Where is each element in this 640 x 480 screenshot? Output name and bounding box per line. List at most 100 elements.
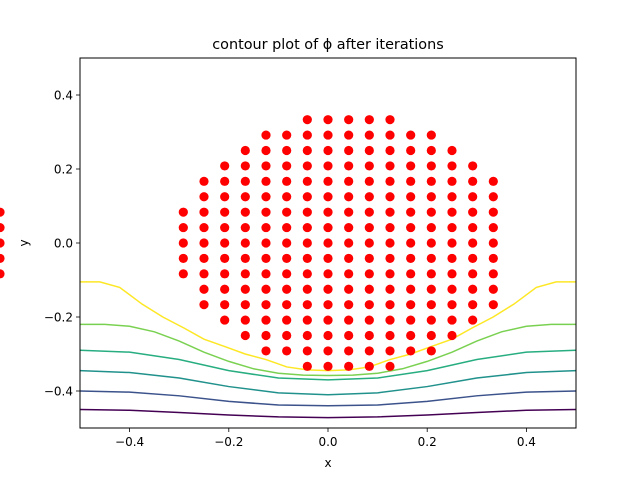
scatter-point [199,238,209,248]
scatter-point [199,284,209,294]
scatter-point [282,300,292,310]
scatter-point [282,269,292,279]
scatter-point [364,222,374,233]
scatter-point [406,161,416,171]
scatter-point [240,192,250,202]
scatter-point [282,238,292,248]
scatter-point [261,176,271,186]
scatter-point [323,192,333,202]
scatter-point [220,300,230,310]
scatter-point [426,330,436,341]
scatter-point [426,222,436,233]
scatter-point [302,315,312,325]
scatter-point [468,238,478,248]
scatter-point [323,300,333,310]
scatter-point [385,222,395,233]
scatter-point [0,269,5,279]
scatter-point [447,330,457,341]
scatter-point [447,192,457,202]
scatter-point [199,207,209,217]
scatter-point [282,130,292,140]
scatter-point [385,130,395,140]
scatter-point [426,192,436,202]
scatter-point [406,269,416,279]
y-axis-ticks: −0.4 −0.2 0.0 0.2 0.4 [44,89,80,399]
scatter-point [447,253,457,264]
scatter-point [385,192,395,202]
scatter-point [344,222,354,233]
scatter-point [302,238,312,248]
contour-line-5 [80,323,576,377]
scatter-point [323,222,333,233]
scatter-point [488,238,498,248]
scatter-point [385,115,395,125]
scatter-point [385,330,395,341]
scatter-point [261,161,271,171]
scatter-point [447,269,457,279]
scatter-point [282,145,292,156]
scatter-point [488,300,498,310]
scatter-point [406,330,416,341]
scatter-point [0,222,5,233]
scatter-point [261,145,271,156]
scatter-point [426,238,436,248]
scatter-point [323,176,333,186]
scatter-point [240,161,250,171]
scatter-point [364,300,374,310]
scatter-point [0,238,5,248]
chart-title: contour plot of ϕ after iterations [212,37,443,53]
scatter-point [364,315,374,325]
scatter-points [0,115,498,371]
scatter-point [344,115,354,125]
scatter-point [406,207,416,217]
scatter-point [406,145,416,156]
scatter-point [282,222,292,233]
x-tick-label: 0.2 [418,435,437,449]
scatter-point [240,269,250,279]
scatter-point [261,130,271,140]
scatter-point [323,269,333,279]
scatter-point [385,207,395,217]
scatter-point [447,238,457,248]
scatter-point [261,238,271,248]
scatter-point [240,207,250,217]
scatter-point [220,161,230,171]
x-tick-label: 0.4 [517,435,536,449]
scatter-point [426,300,436,310]
scatter-point [426,161,436,171]
scatter-point [199,222,209,233]
scatter-point [468,253,478,264]
scatter-point [426,145,436,156]
scatter-point [282,207,292,217]
scatter-point [199,192,209,202]
scatter-point [385,300,395,310]
scatter-point [302,346,312,356]
scatter-point [323,130,333,140]
scatter-point [406,284,416,294]
scatter-point [385,361,395,371]
x-axis-ticks: −0.4 −0.2 0.0 0.2 0.4 [115,428,536,449]
scatter-point [178,269,188,279]
scatter-point [302,284,312,294]
scatter-point [364,346,374,356]
scatter-point [406,253,416,264]
scatter-point [302,176,312,186]
scatter-point [282,192,292,202]
scatter-point [344,300,354,310]
scatter-point [323,361,333,371]
contour-line-1 [80,408,576,419]
contour-line-2 [80,390,576,407]
scatter-point [385,253,395,264]
scatter-point [220,269,230,279]
scatter-point [282,284,292,294]
scatter-point [323,284,333,294]
scatter-point [282,253,292,264]
scatter-point [344,145,354,156]
scatter-point [220,284,230,294]
scatter-point [344,176,354,186]
scatter-point [240,284,250,294]
scatter-point [406,130,416,140]
scatter-point [488,284,498,294]
scatter-point [447,300,457,310]
